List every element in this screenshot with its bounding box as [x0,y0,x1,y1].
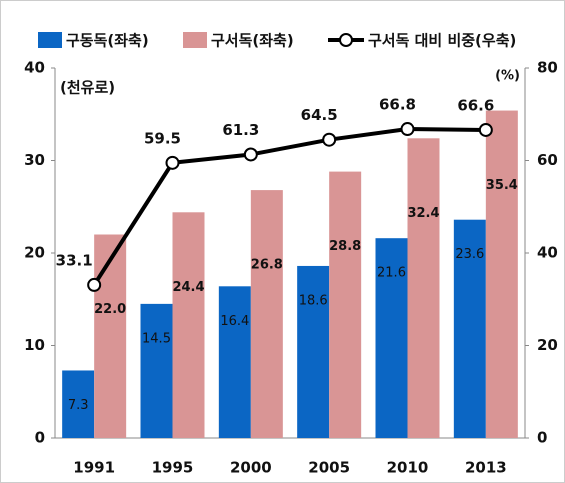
point [478,122,493,137]
bar [62,370,95,438]
x-tick-label: 1995 [152,459,194,477]
y2-tick-label: 40 [537,244,558,262]
y2-unit-label: (%) [495,69,520,84]
bar [485,110,518,439]
point [87,277,102,292]
y-tick-label: 40 [24,59,45,77]
bar [329,171,362,438]
bar [94,234,127,438]
x-tick-label: 2013 [465,459,507,477]
bar [453,219,486,438]
data-label: 21.6 [377,266,406,281]
data-label: 32.4 [407,206,439,221]
y-tick-label: 30 [24,151,45,169]
point [400,122,415,137]
x-tick-label: 2010 [387,459,429,477]
y-tick-label: 0 [35,429,45,447]
data-label: 26.8 [251,258,283,273]
data-label: 28.8 [329,239,361,254]
data-label: 22.0 [94,302,126,317]
data-label: 14.5 [142,331,171,346]
data-label: 16.4 [220,314,249,329]
y-tick-label: 20 [24,244,45,262]
data-label: 23.6 [455,247,484,262]
point [322,132,337,147]
x-tick-label: 1991 [73,459,115,477]
y2-tick-label: 60 [537,151,558,169]
legend-swatch [38,32,62,48]
bar [140,303,173,438]
legend-label: 구서독 대비 비중(우축) [368,32,516,50]
legend-marker [339,33,353,47]
bar [218,286,251,438]
line [92,127,486,286]
data-label: 66.8 [379,96,416,114]
y2-tick-label: 80 [537,59,558,77]
legend-label: 구서독(좌축) [211,32,294,50]
bar [250,190,283,438]
x-tick-label: 2005 [308,459,350,477]
bar [375,238,408,438]
data-label: 66.6 [457,96,494,114]
bar [172,212,205,438]
data-label: 64.5 [301,106,338,124]
y2-tick-label: 20 [537,336,558,354]
data-label: 61.3 [222,121,259,139]
y-tick-label: 10 [24,336,45,354]
legend-label: 구동독(좌축) [66,32,149,50]
data-label: 33.1 [56,251,93,269]
bar [407,138,440,439]
data-label: 24.4 [172,280,204,295]
data-label: 18.6 [299,293,328,308]
data-label: 59.5 [144,129,181,147]
legend-swatch [183,32,207,48]
y-unit-label: (천유로) [60,79,115,97]
x-tick-label: 2000 [230,459,272,477]
y2-tick-label: 0 [537,429,547,447]
bar [297,265,330,438]
data-label: 7.3 [68,398,89,413]
point [165,155,180,170]
data-label: 35.4 [486,178,518,193]
point [243,147,258,162]
